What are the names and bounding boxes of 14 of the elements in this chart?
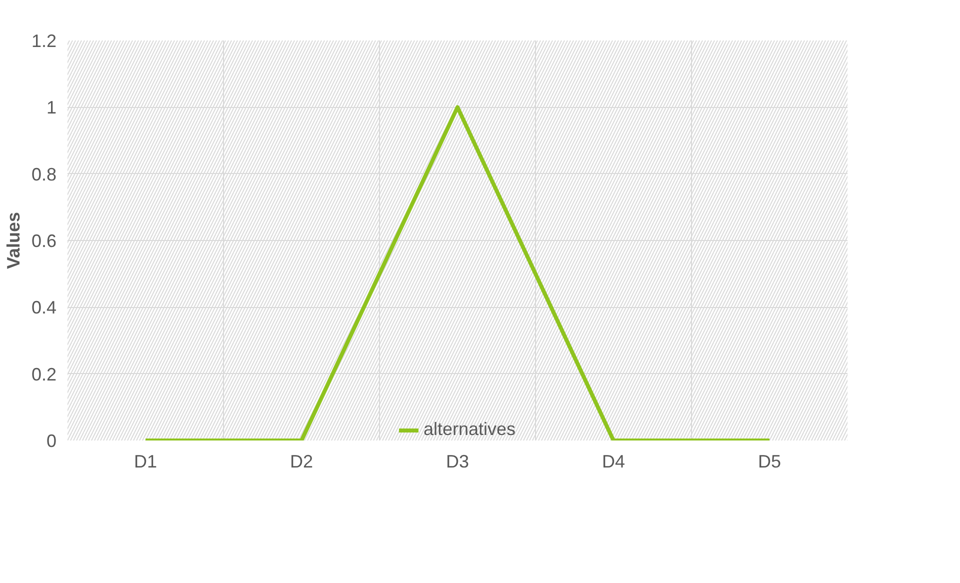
x-tick-label: D2 [290,452,314,472]
legend-label: alternatives [423,419,516,440]
x-tick-label: D3 [446,452,470,472]
x-tick-label: D4 [602,452,626,472]
y-tick-label: 0.2 [31,364,57,384]
y-tick-label: 1 [46,98,57,118]
x-tick-label: D1 [134,452,158,472]
y-tick-label: 0.6 [31,231,57,251]
y-tick-label: 1.2 [31,31,57,51]
y-axis-title: Values [3,212,24,270]
y-tick-label: 0.8 [31,164,57,184]
y-tick-label: 0.4 [31,298,57,318]
x-tick-label: D5 [758,452,782,472]
y-tick-label: 0 [46,431,57,451]
